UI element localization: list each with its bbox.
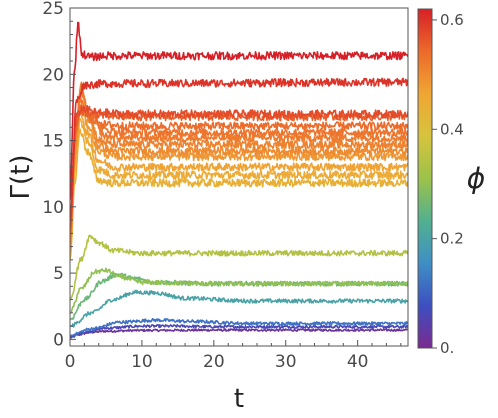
series-line-3 (70, 317, 408, 337)
y-tick-label: 25 (42, 0, 64, 19)
colorbar: 0. 0.2 0.4 0.6 ϕ (417, 8, 485, 357)
series-line-11 (70, 97, 408, 250)
x-tick-label: 10 (131, 352, 153, 372)
series-line-6 (70, 267, 408, 314)
y-axis-title: Γ(t) (6, 155, 36, 200)
y-tick-label: 0 (53, 330, 64, 350)
colorbar-title: ϕ (467, 162, 485, 195)
series-line-4 (70, 289, 408, 328)
series-line-12 (70, 86, 408, 248)
x-tick-label: 30 (275, 352, 297, 372)
plot-frame (69, 7, 409, 347)
y-axis: 0 5 10 15 20 25 (42, 0, 76, 350)
x-axis: 0 10 20 30 40 (65, 340, 402, 372)
series-line-8 (70, 128, 408, 260)
colorbar-gradient (417, 8, 433, 349)
plot-area: 0 10 20 30 40 0 5 10 15 20 25 (42, 0, 409, 372)
y-tick-label: 5 (53, 264, 64, 284)
series-line-1 (70, 328, 408, 339)
colorbar-tick-label: 0.2 (440, 230, 464, 248)
series-line-2 (70, 324, 408, 338)
series-line-20 (70, 21, 408, 200)
y-tick-label: 20 (42, 65, 64, 85)
x-axis-title: t (234, 384, 244, 414)
y-tick-label: 15 (42, 132, 64, 152)
colorbar-tick-label: 0.6 (440, 11, 464, 29)
series-line-15 (70, 97, 408, 240)
x-tick-label: 0 (65, 352, 76, 372)
series-line-7 (70, 234, 408, 301)
colorbar-tick-label: 0.4 (440, 120, 464, 138)
series-line-9 (70, 118, 408, 257)
x-tick-label: 40 (347, 352, 369, 372)
series-line-13 (70, 81, 408, 244)
colorbar-tick-label: 0. (440, 339, 454, 357)
y-tick-label: 10 (42, 198, 64, 218)
series-line-19 (70, 77, 408, 221)
series-line-18 (70, 105, 408, 229)
x-tick-label: 20 (203, 352, 225, 372)
series-line-16 (70, 104, 408, 236)
series-line-10 (70, 109, 408, 253)
